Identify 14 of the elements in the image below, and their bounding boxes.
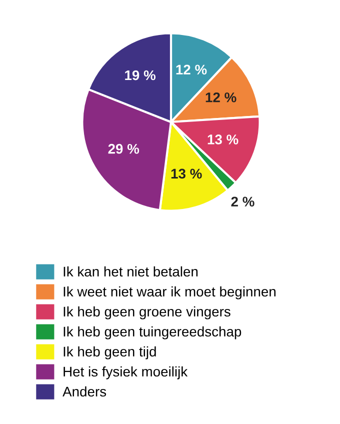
legend-label: Ik weet niet waar ik moet beginnen <box>64 286 276 300</box>
data-label: 19 % <box>125 70 156 80</box>
legend-label: Ik heb geen tijd <box>64 346 156 360</box>
data-label: 13 % <box>208 134 238 144</box>
legend-label: Ik heb geen groene vingers <box>64 306 230 320</box>
data-label: 29 % <box>108 144 140 154</box>
data-label: 12 % <box>206 92 236 102</box>
legend-label: Het is fysiek moeilijk <box>64 366 188 380</box>
data-label: 2 % <box>231 196 254 207</box>
data-label: 12 % <box>176 64 207 75</box>
legend-label: Ik heb geen tuingereedschap <box>64 326 242 340</box>
legend-label: Anders <box>62 386 106 397</box>
data-label: 13 % <box>171 168 202 179</box>
legend-label: Ik kan het niet betalen <box>64 266 198 277</box>
